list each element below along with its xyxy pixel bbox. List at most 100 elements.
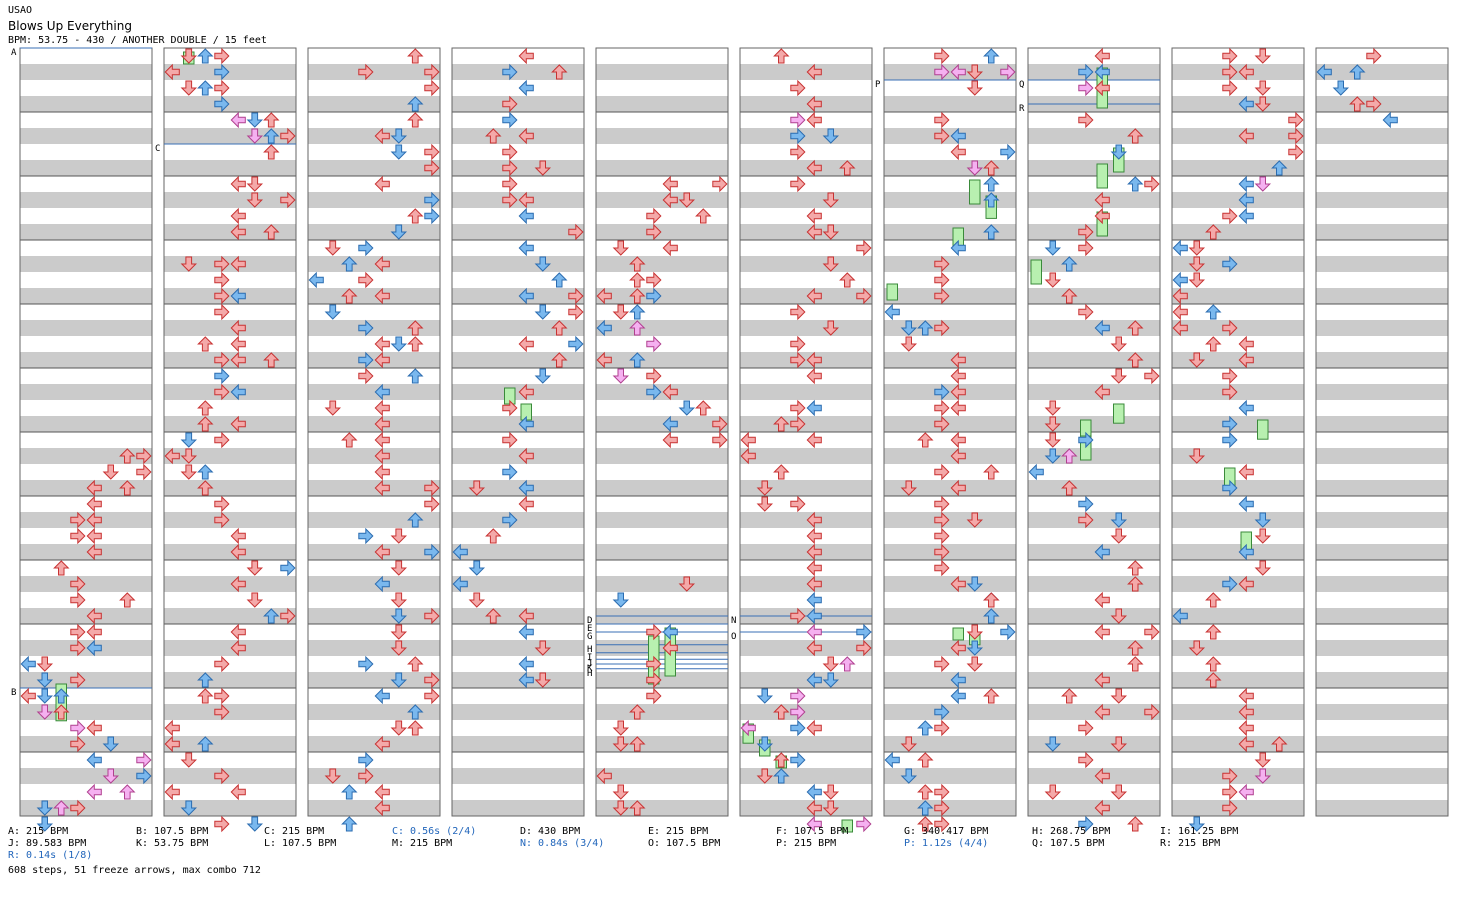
red-arrow xyxy=(1078,719,1094,737)
red-arrow xyxy=(806,511,822,529)
blue-arrow xyxy=(358,751,374,769)
chart-summary: 608 steps, 51 freeze arrows, max combo 7… xyxy=(8,865,261,876)
red-arrow xyxy=(214,815,230,833)
red-arrow xyxy=(966,512,984,528)
beat-band xyxy=(596,160,728,176)
beat-band xyxy=(740,576,872,592)
red-arrow xyxy=(502,143,518,161)
red-arrow xyxy=(70,591,86,609)
beat-band xyxy=(1316,480,1448,496)
beat-band xyxy=(884,192,1016,208)
blue-arrow xyxy=(36,688,54,704)
red-arrow xyxy=(629,704,646,720)
blue-arrow xyxy=(358,655,374,673)
blue-arrow xyxy=(983,48,1000,64)
red-arrow xyxy=(1110,688,1128,704)
red-arrow xyxy=(790,351,806,369)
beat-band xyxy=(308,416,440,432)
beat-band xyxy=(308,320,440,336)
blue-arrow xyxy=(551,272,568,288)
beat-band xyxy=(164,448,296,464)
blue-arrow xyxy=(983,176,1000,192)
red-arrow xyxy=(1188,448,1206,464)
beat-band xyxy=(164,256,296,272)
red-arrow xyxy=(374,415,390,433)
beat-band xyxy=(1172,192,1304,208)
red-arrow xyxy=(900,736,918,752)
column-frame xyxy=(1027,47,1161,817)
red-arrow xyxy=(197,480,214,496)
legend-entry: K: 53.75 BPM xyxy=(136,838,209,849)
beat-band xyxy=(884,352,1016,368)
red-arrow xyxy=(551,352,568,368)
beat-band xyxy=(164,480,296,496)
red-arrow xyxy=(678,192,696,208)
red-arrow xyxy=(1238,463,1254,481)
red-arrow xyxy=(1254,80,1272,96)
red-arrow xyxy=(1044,432,1062,448)
red-arrow xyxy=(806,639,822,657)
blue-arrow xyxy=(214,95,230,113)
red-arrow xyxy=(374,463,390,481)
red-arrow xyxy=(230,543,246,561)
red-arrow xyxy=(1144,175,1160,193)
blue-arrow xyxy=(324,304,342,320)
beat-band xyxy=(884,512,1016,528)
beat-band xyxy=(1172,608,1304,624)
beat-band xyxy=(596,96,728,112)
red-arrow xyxy=(934,655,950,673)
red-arrow xyxy=(1110,336,1128,352)
red-arrow xyxy=(1188,240,1206,256)
red-arrow xyxy=(1127,320,1144,336)
blue-arrow xyxy=(1078,495,1094,513)
red-arrow xyxy=(246,592,264,608)
red-arrow xyxy=(629,272,646,288)
red-arrow xyxy=(1094,383,1110,401)
red-arrow xyxy=(1222,367,1238,385)
red-arrow xyxy=(390,592,408,608)
red-arrow xyxy=(1094,591,1110,609)
pink-arrow xyxy=(1254,176,1272,192)
beat-band xyxy=(1172,128,1304,144)
beat-band xyxy=(884,800,1016,816)
beat-band xyxy=(452,704,584,720)
beat-band xyxy=(596,320,728,336)
red-arrow xyxy=(374,287,390,305)
beat-band xyxy=(164,320,296,336)
blue-arrow xyxy=(341,784,358,800)
blue-arrow xyxy=(518,239,534,257)
beat-band xyxy=(1316,768,1448,784)
blue-arrow xyxy=(534,368,552,384)
red-arrow xyxy=(596,351,612,369)
blue-arrow xyxy=(246,816,264,832)
legend-entry: B: 107.5 BPM xyxy=(136,826,209,837)
blue-arrow xyxy=(1172,239,1188,257)
red-arrow xyxy=(551,320,568,336)
blue-arrow xyxy=(662,623,678,641)
red-arrow xyxy=(502,175,518,193)
legend-entry: N: 0.84s (3/4) xyxy=(520,838,605,849)
beat-band xyxy=(452,96,584,112)
red-arrow xyxy=(773,752,790,768)
beat-band xyxy=(308,736,440,752)
red-arrow xyxy=(1078,303,1094,321)
legend-entry: G: 340.417 BPM xyxy=(904,826,989,837)
red-arrow xyxy=(374,175,390,193)
red-arrow xyxy=(1061,288,1078,304)
beat-band xyxy=(1316,160,1448,176)
red-arrow xyxy=(551,64,568,80)
red-arrow xyxy=(612,720,630,736)
red-arrow xyxy=(374,783,390,801)
beat-band xyxy=(20,480,152,496)
red-arrow xyxy=(646,207,662,225)
beat-band xyxy=(740,160,872,176)
blue-arrow xyxy=(983,192,1000,208)
red-arrow xyxy=(70,575,86,593)
red-arrow xyxy=(374,351,390,369)
beat-band xyxy=(1316,256,1448,272)
red-arrow xyxy=(358,271,374,289)
blue-arrow xyxy=(934,703,950,721)
bpm-marker-label: P xyxy=(875,80,881,90)
pink-arrow xyxy=(119,784,136,800)
blue-arrow xyxy=(1094,319,1110,337)
